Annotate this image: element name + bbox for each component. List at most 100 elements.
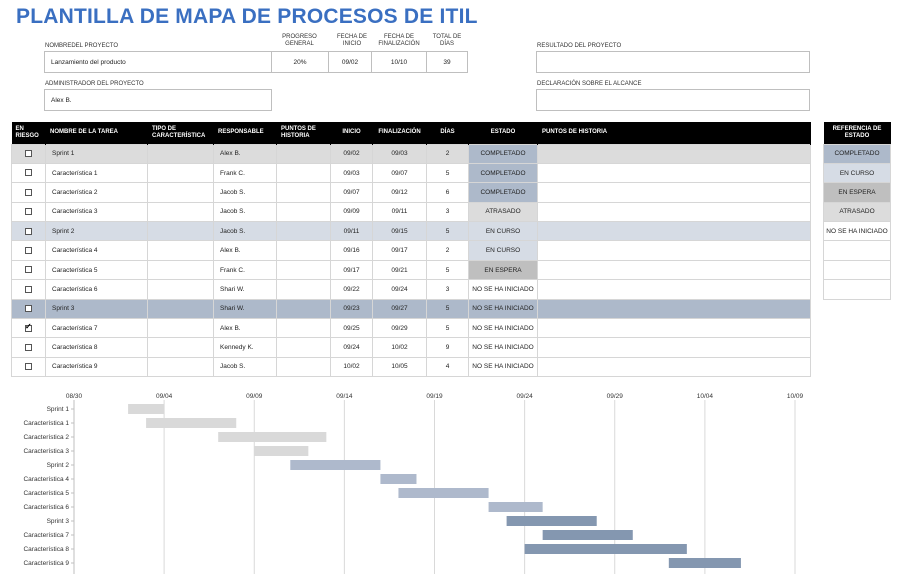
gantt-bar[interactable]	[218, 432, 327, 442]
risk-checkbox[interactable]	[25, 150, 32, 158]
status-cell[interactable]: COMPLETADO	[468, 143, 538, 164]
task-name-cell[interactable]: Característica 3	[45, 201, 148, 223]
feature-type-cell[interactable]	[147, 182, 214, 203]
risk-checkbox[interactable]	[25, 305, 32, 313]
feature-type-cell[interactable]	[147, 221, 214, 242]
start-date-cell[interactable]: 09/03	[330, 162, 373, 184]
start-date-cell[interactable]: 09/24	[330, 337, 373, 358]
end-date-cell[interactable]: 09/17	[372, 240, 427, 261]
days-cell[interactable]: 2	[426, 240, 469, 261]
end-date-cell[interactable]: 09/21	[372, 259, 427, 281]
story-points-cell[interactable]	[276, 143, 331, 164]
risk-checkbox[interactable]	[25, 247, 32, 255]
table-row[interactable]: Característica 2 Jacob S. 09/07 09/12 6 COMPL…	[11, 182, 811, 203]
gantt-bar[interactable]	[380, 474, 417, 484]
end-date-field[interactable]: 10/10	[371, 51, 427, 73]
days-cell[interactable]: 4	[426, 356, 469, 378]
feature-type-cell[interactable]	[147, 356, 214, 378]
owner-cell[interactable]: Alex B.	[213, 240, 277, 261]
end-date-cell[interactable]: 09/07	[372, 162, 427, 184]
story-points-notes-cell[interactable]	[537, 201, 811, 223]
start-date-cell[interactable]: 09/16	[330, 240, 373, 261]
gantt-bar[interactable]	[542, 530, 633, 540]
days-cell[interactable]: 5	[426, 221, 469, 242]
risk-checkbox-cell[interactable]	[11, 298, 46, 320]
start-date-cell[interactable]: 09/11	[330, 221, 373, 242]
table-row[interactable]: Característica 3 Jacob S. 09/09 09/11 3 ATRAS…	[11, 201, 811, 223]
status-cell[interactable]: NO SE HA INICIADO	[468, 318, 538, 339]
story-points-notes-cell[interactable]	[537, 221, 811, 242]
story-points-notes-cell[interactable]	[537, 318, 811, 339]
feature-type-cell[interactable]	[147, 318, 214, 339]
start-date-cell[interactable]: 09/17	[330, 259, 373, 281]
gantt-bar[interactable]	[290, 460, 381, 470]
end-date-cell[interactable]: 09/03	[372, 143, 427, 164]
table-row[interactable]: Característica 6 Shari W. 09/22 09/24 3 NO SE…	[11, 279, 811, 300]
story-points-notes-cell[interactable]	[537, 298, 811, 320]
risk-checkbox-cell[interactable]	[11, 221, 46, 242]
story-points-notes-cell[interactable]	[537, 162, 811, 184]
risk-checkbox[interactable]	[25, 322, 32, 332]
story-points-cell[interactable]	[276, 162, 331, 184]
risk-checkbox-cell[interactable]	[11, 318, 46, 339]
risk-checkbox-cell[interactable]	[11, 182, 46, 203]
story-points-cell[interactable]	[276, 318, 331, 339]
start-date-cell[interactable]: 09/07	[330, 182, 373, 203]
status-cell[interactable]: COMPLETADO	[468, 182, 538, 203]
days-cell[interactable]: 5	[426, 259, 469, 281]
end-date-cell[interactable]: 09/12	[372, 182, 427, 203]
story-points-notes-cell[interactable]	[537, 259, 811, 281]
owner-cell[interactable]: Jacob S.	[213, 356, 277, 378]
table-row[interactable]: Sprint 2 Jacob S. 09/11 09/15 5 EN CURSO	[11, 221, 811, 242]
end-date-cell[interactable]: 10/02	[372, 337, 427, 358]
task-name-cell[interactable]: Sprint 1	[45, 143, 148, 164]
feature-type-cell[interactable]	[147, 279, 214, 300]
status-cell[interactable]: NO SE HA INICIADO	[468, 356, 538, 378]
owner-cell[interactable]: Kennedy K.	[213, 337, 277, 358]
feature-type-cell[interactable]	[147, 143, 214, 164]
end-date-cell[interactable]: 09/29	[372, 318, 427, 339]
end-date-cell[interactable]: 09/27	[372, 298, 427, 320]
start-date-cell[interactable]: 10/02	[330, 356, 373, 378]
feature-type-cell[interactable]	[147, 201, 214, 223]
status-cell[interactable]: ATRASADO	[468, 201, 538, 223]
risk-checkbox-cell[interactable]	[11, 279, 46, 300]
start-date-cell[interactable]: 09/09	[330, 201, 373, 223]
story-points-cell[interactable]	[276, 221, 331, 242]
table-row[interactable]: Característica 5 Frank C. 09/17 09/21 5 EN ES…	[11, 259, 811, 281]
task-name-cell[interactable]: Característica 7	[45, 318, 148, 339]
progress-field[interactable]: 20%	[271, 51, 329, 73]
gantt-bar[interactable]	[254, 446, 309, 456]
days-cell[interactable]: 5	[426, 162, 469, 184]
story-points-cell[interactable]	[276, 337, 331, 358]
story-points-notes-cell[interactable]	[537, 240, 811, 261]
feature-type-cell[interactable]	[147, 240, 214, 261]
total-days-field[interactable]: 39	[426, 51, 468, 73]
story-points-cell[interactable]	[276, 298, 331, 320]
col-story-points[interactable]: PUNTOS DE HISTORIA	[276, 122, 331, 144]
status-cell[interactable]: NO SE HA INICIADO	[468, 298, 538, 320]
days-cell[interactable]: 5	[426, 298, 469, 320]
task-name-cell[interactable]: Característica 9	[45, 356, 148, 378]
result-field[interactable]	[536, 51, 810, 73]
gantt-bar[interactable]	[398, 488, 489, 498]
table-row[interactable]: Sprint 3 Shari W. 09/23 09/27 5 NO SE HA INIC…	[11, 298, 811, 320]
story-points-notes-cell[interactable]	[537, 279, 811, 300]
task-name-cell[interactable]: Característica 8	[45, 337, 148, 358]
risk-checkbox-cell[interactable]	[11, 201, 46, 223]
feature-type-cell[interactable]	[147, 162, 214, 184]
end-date-cell[interactable]: 09/24	[372, 279, 427, 300]
story-points-notes-cell[interactable]	[537, 356, 811, 378]
task-name-cell[interactable]: Sprint 3	[45, 298, 148, 320]
gantt-bar[interactable]	[146, 418, 237, 428]
story-points-cell[interactable]	[276, 240, 331, 261]
feature-type-cell[interactable]	[147, 337, 214, 358]
status-cell[interactable]: NO SE HA INICIADO	[468, 337, 538, 358]
feature-type-cell[interactable]	[147, 298, 214, 320]
risk-checkbox-cell[interactable]	[11, 259, 46, 281]
owner-cell[interactable]: Jacob S.	[213, 201, 277, 223]
owner-cell[interactable]: Alex B.	[213, 143, 277, 164]
owner-cell[interactable]: Shari W.	[213, 279, 277, 300]
status-cell[interactable]: COMPLETADO	[468, 162, 538, 184]
